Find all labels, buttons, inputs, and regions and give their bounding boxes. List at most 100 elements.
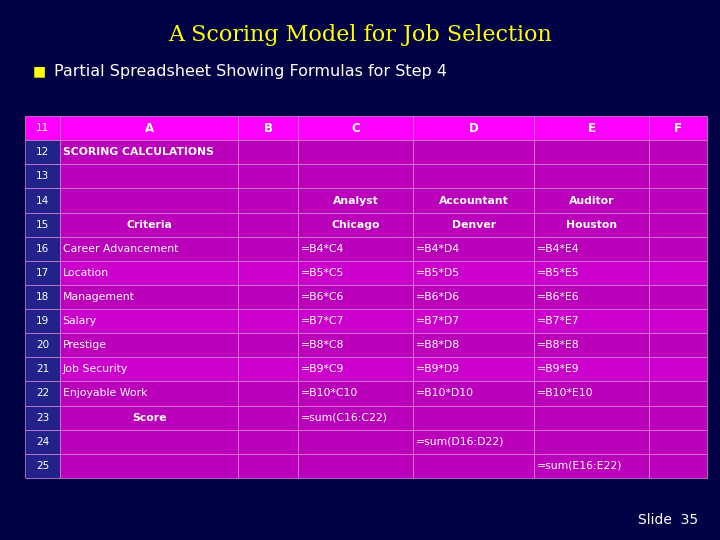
Text: =B8*E8: =B8*E8 xyxy=(537,340,580,350)
Text: A: A xyxy=(145,122,153,134)
Bar xyxy=(298,116,413,140)
Bar xyxy=(649,164,707,188)
Bar xyxy=(25,430,60,454)
Bar xyxy=(649,285,707,309)
Bar xyxy=(413,164,534,188)
Text: C: C xyxy=(351,122,360,134)
Bar xyxy=(238,140,298,164)
Bar xyxy=(238,454,298,478)
Bar xyxy=(60,116,238,140)
Bar xyxy=(413,454,534,478)
Bar xyxy=(298,140,413,164)
Bar xyxy=(413,309,534,333)
Bar xyxy=(534,188,649,213)
Bar xyxy=(534,116,649,140)
Bar xyxy=(238,164,298,188)
Text: =B6*D6: =B6*D6 xyxy=(416,292,460,302)
Text: 18: 18 xyxy=(36,292,49,302)
Text: =B10*E10: =B10*E10 xyxy=(537,388,594,399)
Bar xyxy=(413,261,534,285)
Text: Enjoyable Work: Enjoyable Work xyxy=(63,388,147,399)
Bar xyxy=(25,285,60,309)
Bar xyxy=(413,357,534,381)
Bar xyxy=(298,430,413,454)
Text: Score: Score xyxy=(132,413,166,423)
Bar xyxy=(60,430,238,454)
Text: Job Security: Job Security xyxy=(63,364,128,374)
Text: 14: 14 xyxy=(36,195,49,206)
Bar xyxy=(25,140,60,164)
Text: =B9*E9: =B9*E9 xyxy=(537,364,580,374)
Bar xyxy=(298,261,413,285)
Bar xyxy=(25,333,60,357)
Bar xyxy=(298,333,413,357)
Bar xyxy=(413,188,534,213)
Text: B: B xyxy=(264,122,273,134)
Bar xyxy=(25,237,60,261)
Text: SCORING CALCULATIONS: SCORING CALCULATIONS xyxy=(63,147,214,157)
Text: Analyst: Analyst xyxy=(333,195,379,206)
Text: Salary: Salary xyxy=(63,316,96,326)
Text: Career Advancement: Career Advancement xyxy=(63,244,178,254)
Bar xyxy=(238,406,298,430)
Text: D: D xyxy=(469,122,479,134)
Bar xyxy=(534,406,649,430)
Text: Accountant: Accountant xyxy=(439,195,509,206)
Bar xyxy=(60,285,238,309)
Bar xyxy=(238,261,298,285)
Bar xyxy=(649,333,707,357)
Bar xyxy=(298,164,413,188)
Text: Location: Location xyxy=(63,268,109,278)
Bar xyxy=(298,454,413,478)
Text: 25: 25 xyxy=(36,461,49,471)
Bar xyxy=(649,188,707,213)
Bar xyxy=(60,333,238,357)
Text: E: E xyxy=(588,122,596,134)
Text: 23: 23 xyxy=(36,413,49,423)
Text: =B7*C7: =B7*C7 xyxy=(301,316,344,326)
Text: 17: 17 xyxy=(36,268,49,278)
Bar xyxy=(238,237,298,261)
Bar xyxy=(298,188,413,213)
Bar xyxy=(60,381,238,406)
Text: 24: 24 xyxy=(36,437,49,447)
Bar xyxy=(298,406,413,430)
Bar xyxy=(534,381,649,406)
Bar xyxy=(649,261,707,285)
Bar xyxy=(238,357,298,381)
Bar xyxy=(413,237,534,261)
Bar xyxy=(60,454,238,478)
Bar xyxy=(238,285,298,309)
Text: Chicago: Chicago xyxy=(331,220,380,229)
Bar xyxy=(413,140,534,164)
Bar xyxy=(238,333,298,357)
Bar xyxy=(60,261,238,285)
Bar xyxy=(60,237,238,261)
Bar xyxy=(298,357,413,381)
Text: =B7*D7: =B7*D7 xyxy=(416,316,460,326)
Text: =B9*C9: =B9*C9 xyxy=(301,364,344,374)
Bar xyxy=(60,164,238,188)
Text: 22: 22 xyxy=(36,388,49,399)
Bar xyxy=(649,430,707,454)
Text: =sum(C16:C22): =sum(C16:C22) xyxy=(301,413,388,423)
Bar xyxy=(649,237,707,261)
Text: =B8*C8: =B8*C8 xyxy=(301,340,344,350)
Bar xyxy=(534,140,649,164)
Bar xyxy=(25,164,60,188)
Text: Auditor: Auditor xyxy=(569,195,615,206)
Text: Criteria: Criteria xyxy=(126,220,172,229)
Bar xyxy=(534,261,649,285)
Bar xyxy=(25,357,60,381)
Bar xyxy=(534,430,649,454)
Text: =sum(E16:E22): =sum(E16:E22) xyxy=(537,461,623,471)
Bar xyxy=(238,116,298,140)
Bar xyxy=(238,188,298,213)
Bar xyxy=(649,309,707,333)
Text: Denver: Denver xyxy=(451,220,496,229)
Text: =B8*D8: =B8*D8 xyxy=(416,340,460,350)
Text: =sum(D16:D22): =sum(D16:D22) xyxy=(416,437,505,447)
Bar xyxy=(298,309,413,333)
Bar xyxy=(413,430,534,454)
Text: =B6*C6: =B6*C6 xyxy=(301,292,344,302)
